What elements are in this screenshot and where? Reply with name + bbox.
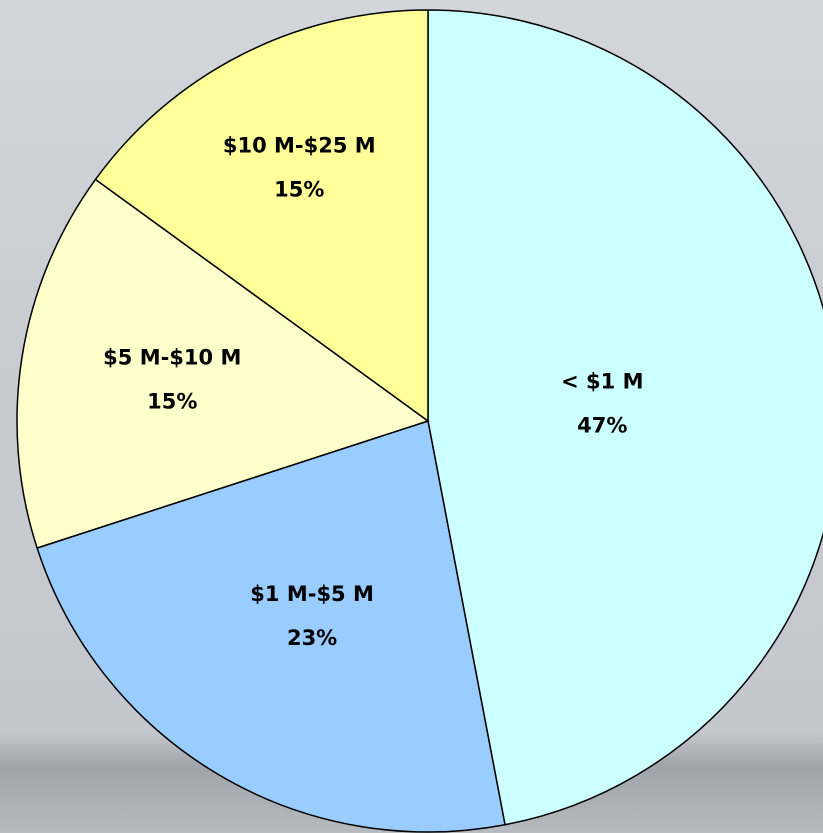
slice-value-label: 47%: [577, 414, 627, 438]
slice-label: < $1 M: [561, 370, 643, 394]
pie-slice: [16, 178, 430, 549]
slice-value-label: 15%: [147, 389, 197, 413]
pie-slice: [36, 420, 506, 833]
slice-value-label: 15%: [274, 177, 324, 201]
pie-slice: [427, 9, 823, 826]
slice-value-label: 23%: [287, 626, 337, 650]
slice-label: $1 M-$5 M: [250, 582, 374, 606]
slice-label: $5 M-$10 M: [103, 345, 241, 369]
pie-slice: [94, 9, 429, 423]
slice-label: $10 M-$25 M: [223, 133, 376, 157]
